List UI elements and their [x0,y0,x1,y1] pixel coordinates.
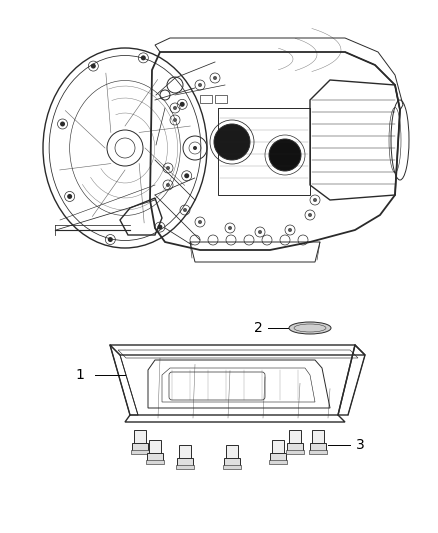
Circle shape [198,220,202,224]
Circle shape [308,213,312,217]
Bar [215,95,227,103]
Bar [226,445,238,459]
Bar [286,450,304,454]
Circle shape [173,118,177,122]
Ellipse shape [289,322,331,334]
Bar [131,450,149,454]
Circle shape [180,102,185,107]
Circle shape [166,183,170,187]
Circle shape [228,226,232,230]
Circle shape [269,139,301,171]
Circle shape [184,173,189,178]
Text: 2: 2 [254,321,262,335]
Text: 1: 1 [76,368,85,382]
Bar [146,460,164,464]
Bar [223,465,241,469]
Circle shape [91,63,96,69]
Bar [132,443,148,451]
Bar [179,445,191,459]
Bar [176,465,194,469]
Bar [147,453,163,461]
Circle shape [213,76,217,80]
Bar [149,440,161,454]
Bar [269,460,287,464]
Circle shape [60,122,65,126]
Bar [177,458,193,466]
Circle shape [193,146,197,150]
Circle shape [166,166,170,170]
Bar [272,440,284,454]
Circle shape [313,198,317,202]
Circle shape [67,194,72,199]
Circle shape [214,124,250,160]
Circle shape [157,224,162,230]
Circle shape [198,83,202,87]
Circle shape [183,208,187,212]
Bar [287,443,303,451]
Bar [312,430,324,444]
Bar [200,95,212,103]
Circle shape [108,237,113,242]
Bar [270,453,286,461]
Bar [224,458,240,466]
Text: 3: 3 [356,438,364,452]
Circle shape [173,106,177,110]
Bar [310,443,326,451]
Circle shape [258,230,262,234]
Circle shape [141,55,146,60]
Bar [289,430,301,444]
Circle shape [288,228,292,232]
Bar [309,450,327,454]
Bar [134,430,146,444]
